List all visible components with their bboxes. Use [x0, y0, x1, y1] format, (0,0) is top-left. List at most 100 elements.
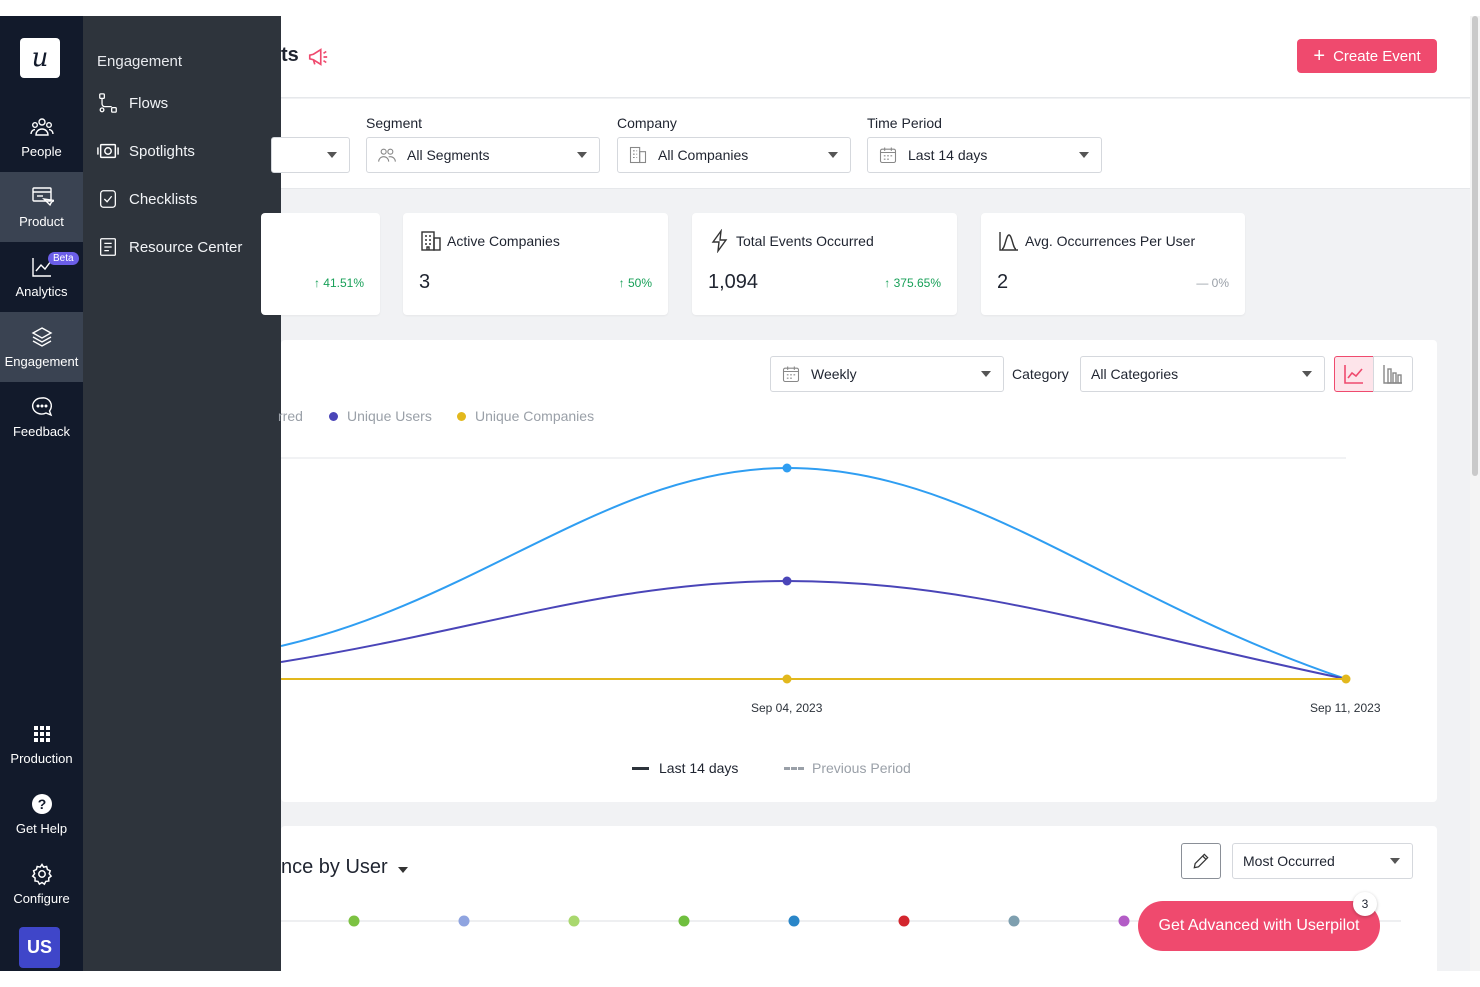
- stat-card-active-companies: Active Companies 3 ↑ 50%: [403, 213, 668, 315]
- flyout-item-resource-center[interactable]: Resource Center: [97, 233, 242, 261]
- vertical-scrollbar[interactable]: [1470, 16, 1480, 971]
- layers-icon: [31, 327, 52, 347]
- category-select[interactable]: All Categories: [1080, 356, 1325, 392]
- data-point[interactable]: [782, 576, 792, 586]
- x-tick-label: Sep 04, 2023: [751, 701, 823, 715]
- checklist-icon: [100, 190, 116, 208]
- chevron-down-icon: [828, 152, 838, 158]
- line-chart-plot: [281, 457, 1351, 684]
- company-value: All Companies: [658, 147, 749, 163]
- series-line-total-events: [281, 466, 1347, 680]
- segment-label: Segment: [366, 115, 423, 131]
- legend-previous-period[interactable]: Previous Period: [784, 760, 911, 776]
- rail-item-product[interactable]: Product: [0, 172, 83, 242]
- flyout-item-spotlights[interactable]: Spotlights: [97, 137, 195, 165]
- beta-badge: Beta: [48, 252, 79, 265]
- stat-title: Avg. Occurrences Per User: [1025, 233, 1196, 249]
- get-advanced-button[interactable]: Get Advanced with Userpilot 3: [1138, 892, 1380, 951]
- user-dot[interactable]: [788, 915, 800, 927]
- chevron-down-icon: [327, 152, 337, 158]
- user-dot[interactable]: [898, 915, 910, 927]
- stat-delta: — 0%: [1196, 276, 1229, 290]
- legend-swatch: [329, 411, 338, 421]
- notification-badge: 3: [1353, 892, 1377, 916]
- stat-value: 1,094: [708, 271, 759, 293]
- user-dot[interactable]: [678, 915, 690, 927]
- legend-current-period[interactable]: Last 14 days: [632, 760, 738, 776]
- user-dot[interactable]: [1118, 915, 1130, 927]
- stat-value: 3: [419, 271, 431, 293]
- data-point[interactable]: [782, 463, 792, 473]
- users-icon: [378, 148, 396, 162]
- time-period-select[interactable]: Last 14 days: [867, 137, 1102, 173]
- edit-button[interactable]: [1181, 843, 1221, 879]
- rail-item-get-help[interactable]: ? Get Help: [0, 779, 83, 849]
- category-label: Category: [1012, 366, 1069, 382]
- rail-item-people[interactable]: People: [0, 102, 83, 172]
- legend-total-events[interactable]: rred: [278, 408, 303, 424]
- stat-card-avg-occurrences: Avg. Occurrences Per User 2 — 0%: [981, 213, 1245, 315]
- user-avatar[interactable]: US: [19, 927, 60, 968]
- company-select[interactable]: All Companies: [617, 137, 851, 173]
- flyout-label: Resource Center: [129, 238, 243, 256]
- scrollbar-thumb[interactable]: [1472, 16, 1478, 476]
- building-icon: [421, 231, 441, 251]
- segment-select[interactable]: All Segments: [366, 137, 600, 173]
- occurrence-by-user-card: nce by User Most Occurred Get Advanced w…: [281, 826, 1437, 971]
- product-icon: [31, 187, 54, 207]
- userpilot-logo[interactable]: u: [20, 38, 60, 78]
- stat-card-active-users: ↑ 41.51%: [261, 213, 380, 315]
- help-icon: ?: [31, 794, 52, 814]
- rail-item-production[interactable]: Production: [0, 709, 83, 779]
- data-point[interactable]: [1341, 674, 1351, 684]
- chevron-down-icon: [1079, 152, 1089, 158]
- rail-label: Production: [10, 751, 73, 766]
- spotlight-icon: [97, 143, 119, 159]
- pencil-icon: [1193, 853, 1209, 869]
- solid-line-swatch: [632, 766, 649, 770]
- rail-label: Feedback: [12, 424, 71, 439]
- user-dot[interactable]: [458, 915, 470, 927]
- stat-delta: ↑ 375.65%: [884, 276, 941, 290]
- main-content: ts + Create Event Segment All Segments C…: [261, 16, 1470, 971]
- rail-label: Analytics: [15, 284, 68, 299]
- user-dot[interactable]: [1008, 915, 1020, 927]
- legend-unique-companies[interactable]: Unique Companies: [457, 408, 594, 424]
- line-chart-icon: [1344, 365, 1363, 384]
- event-filter-select[interactable]: [271, 137, 350, 173]
- create-event-button[interactable]: + Create Event: [1297, 39, 1437, 73]
- stat-title: Total Events Occurred: [736, 233, 874, 249]
- series-line-unique-users: [281, 579, 1347, 680]
- user-dot[interactable]: [568, 915, 580, 927]
- line-chart-toggle[interactable]: [1334, 356, 1374, 392]
- rail-label: Engagement: [4, 354, 79, 369]
- chevron-down-icon: [1390, 858, 1400, 864]
- interval-select[interactable]: Weekly: [770, 356, 1004, 392]
- gear-icon: [31, 863, 52, 886]
- flyout-label: Spotlights: [129, 142, 195, 160]
- sort-select[interactable]: Most Occurred: [1232, 843, 1413, 879]
- chevron-down-icon: [981, 371, 991, 377]
- rail-item-configure[interactable]: Configure: [0, 849, 83, 919]
- rail-item-feedback[interactable]: Feedback: [0, 382, 83, 452]
- create-event-label: Create Event: [1333, 47, 1421, 65]
- data-point[interactable]: [782, 674, 792, 684]
- time-period-label: Time Period: [867, 115, 942, 131]
- stat-delta: ↑ 50%: [618, 276, 652, 290]
- bar-chart-toggle[interactable]: [1373, 356, 1413, 392]
- x-tick-label: Sep 11, 2023: [1310, 701, 1381, 715]
- rail-item-analytics[interactable]: Analytics Beta: [0, 242, 83, 312]
- rail-item-engagement[interactable]: Engagement: [0, 312, 83, 382]
- user-dot[interactable]: [348, 915, 360, 927]
- calendar-icon: [782, 366, 800, 383]
- grid-icon: [33, 726, 50, 742]
- dashed-line-swatch: [784, 766, 804, 770]
- engagement-flyout-menu: Engagement Flows Spotlights Checklists R…: [83, 16, 281, 971]
- chevron-down-icon[interactable]: [398, 867, 408, 873]
- flyout-item-checklists[interactable]: Checklists: [97, 185, 197, 213]
- flyout-item-flows[interactable]: Flows: [97, 89, 168, 117]
- card-title[interactable]: nce by User: [281, 856, 388, 878]
- building-icon: [629, 146, 647, 164]
- plus-icon: +: [1313, 45, 1326, 67]
- legend-unique-users[interactable]: Unique Users: [329, 408, 432, 424]
